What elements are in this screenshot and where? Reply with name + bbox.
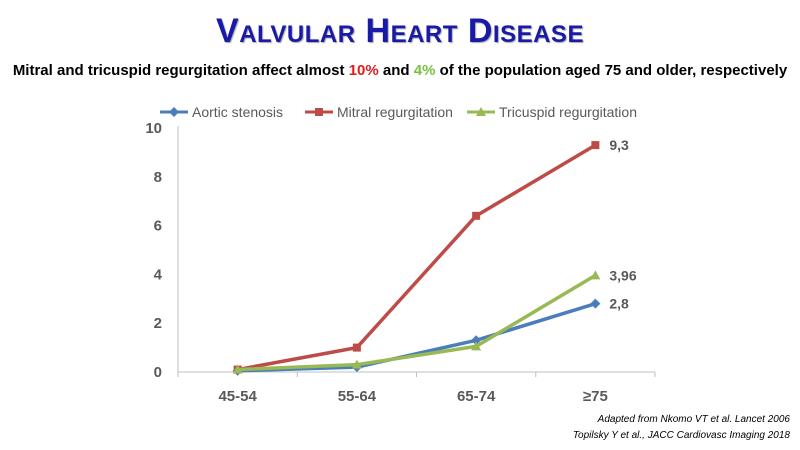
subtitle-text-2: and (378, 62, 414, 79)
x-tick-label: 65-74 (457, 388, 496, 405)
source-citation: Adapted from Nkomo VT et al. Lancet 2006… (573, 412, 790, 444)
source-line-1: Adapted from Nkomo VT et al. Lancet 2006 (597, 414, 790, 425)
y-tick-label: 10 (145, 120, 162, 137)
y-tick-label: 2 (154, 315, 162, 332)
series-line-2 (237, 273, 597, 372)
subtitle-text-1: Mitral and tricuspid regurgitation affec… (12, 62, 349, 79)
legend-label-0: Aortic stenosis (192, 104, 283, 120)
subtitle-text-3: of the population aged 75 and older, res… (435, 62, 788, 79)
x-tick-label: 45-54 (218, 388, 257, 405)
data-label-2: 3,96 (609, 267, 636, 283)
y-tick-label: 8 (154, 169, 162, 186)
data-point-2-1 (351, 359, 362, 369)
legend-label-2: Tricuspid regurgitation (499, 104, 637, 120)
subtitle-highlight-mitral: 10% (348, 62, 379, 79)
source-line-2: Topilsky Y et al., JACC Cardiovasc Imagi… (572, 430, 790, 441)
series-line-0 (237, 302, 596, 373)
data-point-0-3 (590, 298, 601, 309)
slide-subtitle: Mitral and tricuspid regurgitation affec… (0, 62, 800, 79)
data-point-2-2 (471, 341, 482, 351)
data-point-1-2 (472, 211, 481, 220)
legend-label-1: Mitral regurgitation (337, 104, 453, 120)
series-line-1 (237, 143, 597, 372)
y-tick-label: 0 (154, 364, 162, 381)
y-tick-label: 6 (154, 218, 162, 235)
data-point-1-3 (591, 141, 600, 150)
data-point-2-0 (232, 364, 243, 374)
data-point-1-1 (352, 343, 361, 352)
legend-marker-0 (169, 107, 179, 117)
slide-title: Valvular Heart Disease (216, 12, 584, 50)
legend-marker-1 (315, 108, 323, 116)
x-tick-label: 55-64 (338, 388, 377, 405)
y-tick-label: 4 (154, 266, 163, 283)
x-tick-label: ≥75 (583, 388, 608, 405)
legend-marker-2 (476, 107, 486, 116)
data-label-1: 9,3 (609, 137, 629, 153)
subtitle-highlight-tricuspid: 4% (413, 62, 436, 79)
data-point-2-3 (590, 270, 601, 280)
data-label-0: 2,8 (609, 296, 629, 312)
data-point-0-2 (471, 335, 482, 346)
